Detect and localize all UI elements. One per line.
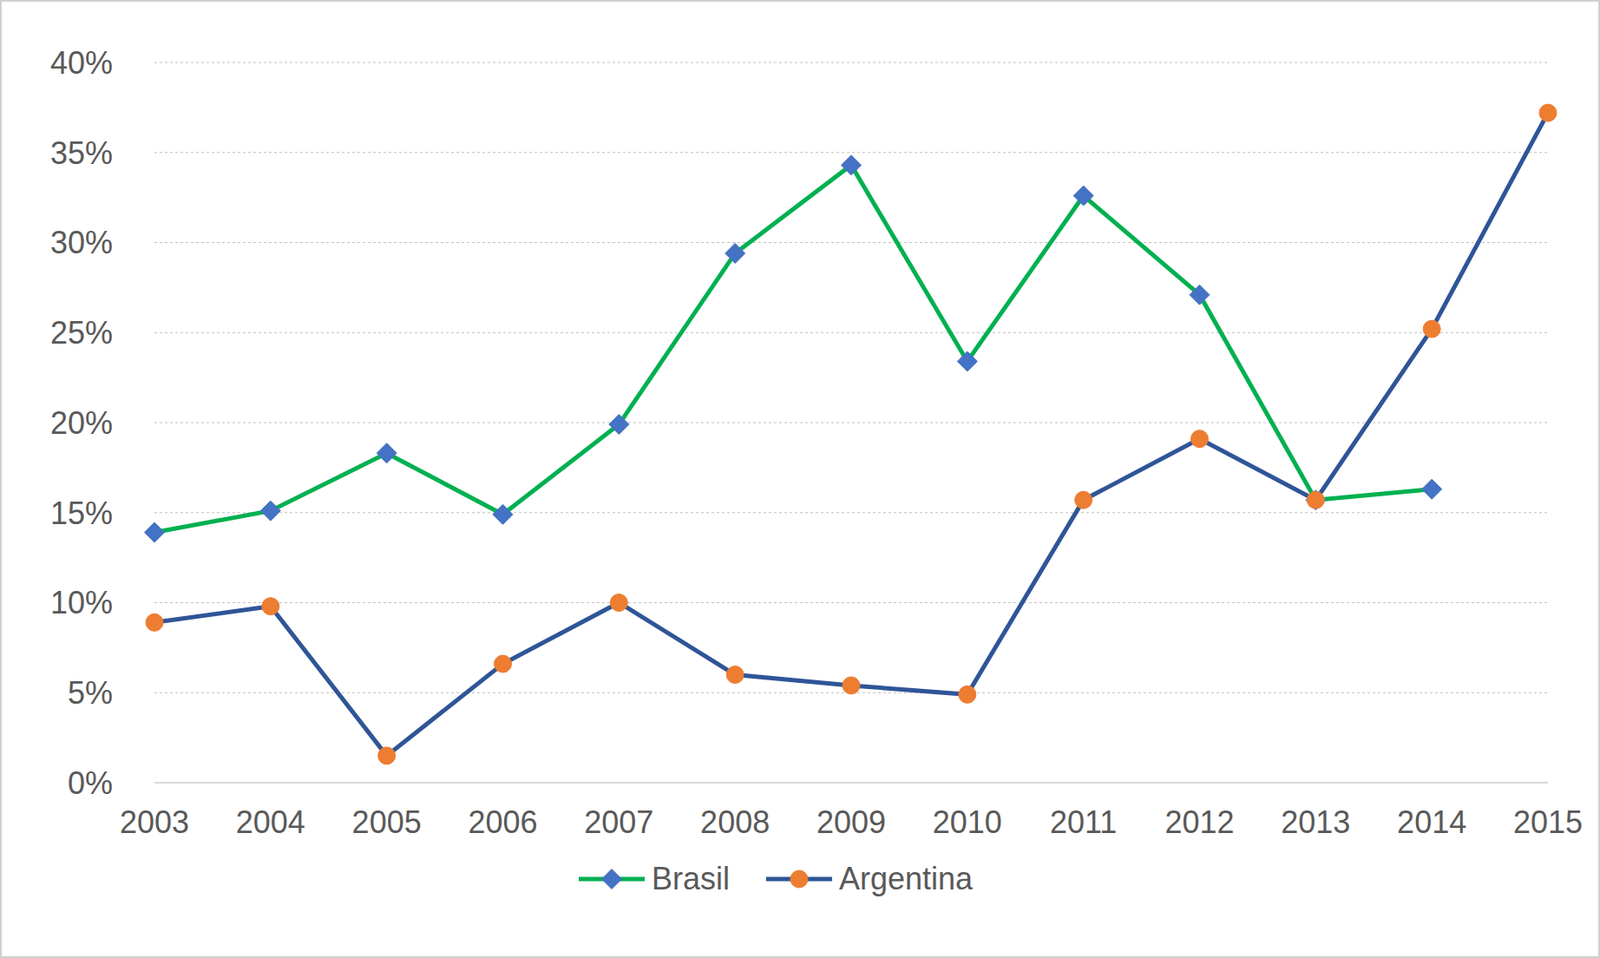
svg-text:2004: 2004 <box>236 804 306 840</box>
svg-text:2007: 2007 <box>583 804 654 840</box>
svg-text:2008: 2008 <box>700 804 770 840</box>
html-text:Argentina: Argentina <box>839 860 973 897</box>
svg-text:2013: 2013 <box>1280 804 1351 840</box>
svg-text:2015: 2015 <box>1513 804 1583 840</box>
svg-text:2012: 2012 <box>1164 804 1234 840</box>
svg-text:40%: 40% <box>50 45 113 81</box>
svg-text:2009: 2009 <box>816 804 886 840</box>
svg-text:2006: 2006 <box>467 804 538 840</box>
svg-text:0%: 0% <box>67 765 113 801</box>
svg-text:2003: 2003 <box>119 804 190 840</box>
svg-text:5%: 5% <box>67 675 113 711</box>
svg-text:15%: 15% <box>50 495 113 532</box>
html-text:Brasil: Brasil <box>651 860 730 897</box>
svg-text:2014: 2014 <box>1396 804 1467 840</box>
svg-text:2005: 2005 <box>352 804 422 840</box>
svg-text:2010: 2010 <box>932 804 1003 840</box>
svg-text:30%: 30% <box>50 224 113 261</box>
svg-text:20%: 20% <box>50 405 113 441</box>
svg-text:35%: 35% <box>50 135 113 171</box>
svg-text:2011: 2011 <box>1049 804 1117 840</box>
svg-text:25%: 25% <box>50 314 113 351</box>
svg-text:10%: 10% <box>50 584 113 621</box>
